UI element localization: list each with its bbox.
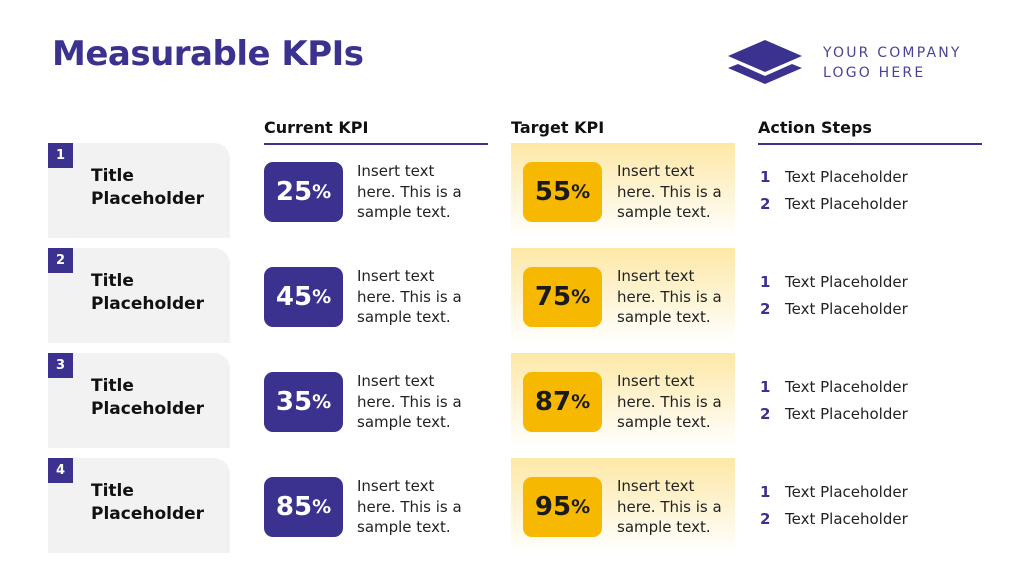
target-description: Insert text here. This is a sample text. [617, 477, 722, 536]
kpi-value: 85 [275, 492, 313, 522]
row-title: Title Placeholder [91, 166, 205, 209]
row-card [48, 248, 230, 343]
current-kpi: 45% [264, 267, 343, 327]
kpi-unit: % [312, 391, 332, 413]
action-text: Text Placeholder [785, 168, 908, 186]
kpi-unit: % [571, 181, 591, 203]
kpi-value: 55 [534, 177, 572, 207]
kpi-unit: % [312, 181, 332, 203]
kpi-value: 87 [534, 387, 572, 417]
kpi-unit: % [312, 496, 332, 518]
target-kpi: 87% [523, 372, 602, 432]
current-kpi: 25% [264, 162, 343, 222]
action-number: 1 [760, 168, 771, 186]
logo-icon [728, 40, 802, 84]
current-description: Insert text here. This is a sample text. [357, 372, 462, 431]
current-description: Insert text here. This is a sample text. [357, 267, 462, 326]
action-text: Text Placeholder [785, 273, 908, 291]
kpi-value: 25 [275, 177, 313, 207]
kpi-unit: % [571, 286, 591, 308]
action-number: 2 [760, 195, 771, 213]
row-title: Title Placeholder [91, 376, 205, 419]
kpi-value: 35 [275, 387, 313, 417]
target-kpi: 55% [523, 162, 602, 222]
row-number: 1 [48, 143, 73, 168]
row-card [48, 353, 230, 448]
action-number: 2 [760, 300, 771, 318]
kpi-value: 95 [534, 492, 572, 522]
current-kpi: 85% [264, 477, 343, 537]
row-card [48, 458, 230, 553]
target-description: Insert text here. This is a sample text. [617, 162, 722, 221]
slide-title: Measurable KPIs [52, 34, 364, 74]
kpi-unit: % [571, 391, 591, 413]
target-kpi: 95% [523, 477, 602, 537]
action-text: Text Placeholder [785, 195, 908, 213]
action-number: 1 [760, 483, 771, 501]
action-text: Text Placeholder [785, 405, 908, 423]
action-number: 1 [760, 273, 771, 291]
action-text: Text Placeholder [785, 483, 908, 501]
action-text: Text Placeholder [785, 510, 908, 528]
target-description: Insert text here. This is a sample text. [617, 372, 722, 431]
row-title: Title Placeholder [91, 481, 205, 524]
kpi-value: 45 [275, 282, 313, 312]
row-card [48, 143, 230, 238]
column-header: Current KPI [264, 118, 488, 145]
action-text: Text Placeholder [785, 378, 908, 396]
action-text: Text Placeholder [785, 300, 908, 318]
kpi-unit: % [571, 496, 591, 518]
action-number: 1 [760, 378, 771, 396]
action-number: 2 [760, 405, 771, 423]
kpi-unit: % [312, 286, 332, 308]
row-number: 2 [48, 248, 73, 273]
current-description: Insert text here. This is a sample text. [357, 162, 462, 221]
current-kpi: 35% [264, 372, 343, 432]
kpi-value: 75 [534, 282, 572, 312]
logo-text: LOGO HERE [823, 65, 926, 81]
target-kpi: 75% [523, 267, 602, 327]
logo-text: YOUR COMPANY [823, 45, 962, 61]
row-number: 3 [48, 353, 73, 378]
action-number: 2 [760, 510, 771, 528]
column-header: Action Steps [758, 118, 982, 145]
current-description: Insert text here. This is a sample text. [357, 477, 462, 536]
row-title: Title Placeholder [91, 271, 205, 314]
target-description: Insert text here. This is a sample text. [617, 267, 722, 326]
row-number: 4 [48, 458, 73, 483]
column-header: Target KPI [511, 118, 735, 145]
